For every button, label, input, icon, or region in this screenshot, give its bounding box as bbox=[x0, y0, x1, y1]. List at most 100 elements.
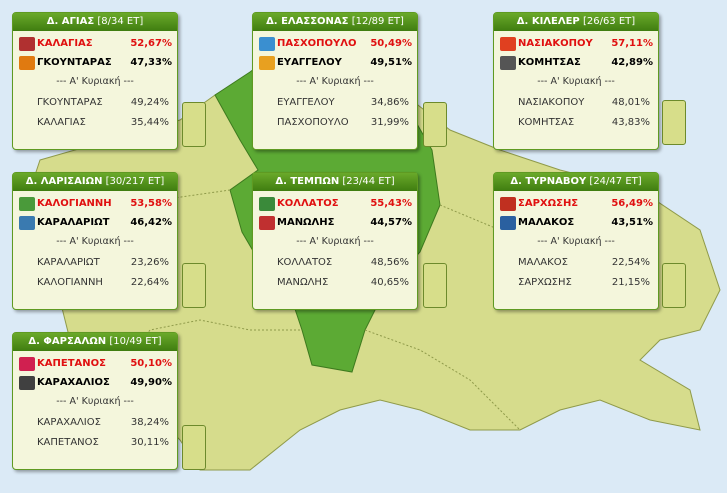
candidate-name: ΚΑΡΑΧΑΛΙΟΣ bbox=[37, 377, 110, 388]
candidate-logo bbox=[259, 197, 275, 211]
box-header: Δ. ΕΛΑΣΣΟΝΑΣ [12/89 ET] bbox=[253, 13, 417, 31]
first-round-row: ΠΑΣΧΟΠΟΥΛΟ 31,99% bbox=[253, 115, 417, 131]
candidate-logo bbox=[500, 56, 516, 70]
candidate-name: ΚΑΡΑΧΑΛΙΟΣ bbox=[37, 417, 101, 428]
candidate-row: ΕΥΑΓΓΕΛΟΥ 49,51% bbox=[253, 55, 417, 71]
station-count: [12/89 ET] bbox=[351, 16, 404, 27]
candidate-name: ΚΟΜΗΤΣΑΣ bbox=[518, 57, 581, 68]
municipality-title: Δ. ΤΕΜΠΩΝ bbox=[275, 176, 340, 187]
candidate-name: ΠΑΣΧΟΠΟΥΛΟ bbox=[277, 117, 349, 128]
candidate-row: ΚΟΜΗΤΣΑΣ 42,89% bbox=[494, 55, 658, 71]
station-count: [10/49 ET] bbox=[109, 336, 162, 347]
side-tab bbox=[182, 102, 206, 147]
round-label: --- Α' Κυριακή --- bbox=[56, 396, 134, 407]
candidate-name: ΜΑΝΩΛΗΣ bbox=[277, 277, 329, 288]
candidate-name: ΚΑΡΑΛΑΡΙΩΤ bbox=[37, 217, 110, 228]
first-round-row: ΜΑΝΩΛΗΣ 40,65% bbox=[253, 275, 417, 291]
station-count: [26/63 ET] bbox=[582, 16, 636, 27]
candidate-name: ΕΥΑΓΓΕΛΟΥ bbox=[277, 97, 335, 108]
candidate-percent: 31,99% bbox=[370, 117, 409, 128]
candidate-name: ΚΑΛΑΓΙΑΣ bbox=[37, 38, 93, 49]
candidate-percent: 55,43% bbox=[370, 198, 412, 209]
candidate-name: ΚΑΛΟΓΙΑΝΝΗ bbox=[37, 277, 103, 288]
station-count: [23/44 ET] bbox=[342, 176, 395, 187]
result-box: Δ. ΕΛΑΣΣΟΝΑΣ [12/89 ET] ΠΑΣΧΟΠΟΥΛΟ 50,49% Ε… bbox=[252, 12, 418, 150]
candidate-name: ΚΟΛΛΑΤΟΣ bbox=[277, 198, 339, 209]
candidate-logo bbox=[500, 37, 516, 51]
result-box: Δ. ΚΙΛΕΛΕΡ [26/63 ET] ΝΑΣΙΑΚΟΠΟΥ 57,11% ΚΟΜ… bbox=[493, 12, 659, 150]
candidate-name: ΕΥΑΓΓΕΛΟΥ bbox=[277, 57, 342, 68]
candidate-percent: 43,51% bbox=[611, 217, 653, 228]
round-label: --- Α' Κυριακή --- bbox=[296, 76, 374, 87]
candidate-name: ΝΑΣΙΑΚΟΠΟΥ bbox=[518, 38, 593, 49]
first-round-row: ΚΟΜΗΤΣΑΣ 43,83% bbox=[494, 115, 658, 131]
municipality-title: Δ. ΤΥΡΝΑΒΟΥ bbox=[510, 176, 587, 187]
first-round-row: ΓΚΟΥΝΤΑΡΑΣ 49,24% bbox=[13, 95, 177, 111]
candidate-percent: 56,49% bbox=[611, 198, 653, 209]
result-box: Δ. ΤΥΡΝΑΒΟΥ [24/47 ET] ΣΑΡΧΩΣΗΣ 56,49% ΜΑΛΑ… bbox=[493, 172, 659, 310]
side-tab bbox=[662, 263, 686, 308]
first-round-row: ΚΑΛΟΓΙΑΝΝΗ 22,64% bbox=[13, 275, 177, 291]
box-header: Δ. ΤΥΡΝΑΒΟΥ [24/47 ET] bbox=[494, 173, 658, 191]
box-header: Δ. ΛΑΡΙΣΑΙΩΝ [30/217 ET] bbox=[13, 173, 177, 191]
candidate-row: ΚΑΛΑΓΙΑΣ 52,67% bbox=[13, 36, 177, 52]
municipality-title: Δ. ΛΑΡΙΣΑΙΩΝ bbox=[25, 176, 103, 187]
side-tab bbox=[182, 425, 206, 470]
candidate-name: ΚΑΛΟΓΙΑΝΝΗ bbox=[37, 198, 112, 209]
round-label: --- Α' Κυριακή --- bbox=[537, 76, 615, 87]
candidate-name: ΜΑΝΩΛΗΣ bbox=[277, 217, 335, 228]
first-round-row: ΚΑΛΑΓΙΑΣ 35,44% bbox=[13, 115, 177, 131]
first-round-row: ΚΑΠΕΤΑΝΟΣ 30,11% bbox=[13, 435, 177, 451]
candidate-row: ΚΑΡΑΛΑΡΙΩΤ 46,42% bbox=[13, 215, 177, 231]
side-tab bbox=[662, 100, 686, 145]
candidate-percent: 50,10% bbox=[130, 358, 172, 369]
candidate-logo bbox=[19, 56, 35, 70]
candidate-percent: 49,90% bbox=[130, 377, 172, 388]
candidate-percent: 57,11% bbox=[611, 38, 653, 49]
candidate-name: ΓΚΟΥΝΤΑΡΑΣ bbox=[37, 57, 112, 68]
station-count: [24/47 ET] bbox=[589, 176, 642, 187]
candidate-percent: 34,86% bbox=[370, 97, 409, 108]
municipality-title: Δ. ΕΛΑΣΣΟΝΑΣ bbox=[266, 16, 349, 27]
first-round-row: ΚΑΡΑΧΑΛΙΟΣ 38,24% bbox=[13, 415, 177, 431]
first-round-row: ΜΑΛΑΚΟΣ 22,54% bbox=[494, 255, 658, 271]
candidate-name: ΓΚΟΥΝΤΑΡΑΣ bbox=[37, 97, 103, 108]
municipality-title: Δ. ΑΓΙΑΣ bbox=[46, 16, 95, 27]
candidate-logo bbox=[259, 37, 275, 51]
side-tab bbox=[423, 102, 447, 147]
first-round-row: ΕΥΑΓΓΕΛΟΥ 34,86% bbox=[253, 95, 417, 111]
candidate-logo bbox=[19, 37, 35, 51]
round-label: --- Α' Κυριακή --- bbox=[56, 236, 134, 247]
candidate-percent: 44,57% bbox=[370, 217, 412, 228]
round-label: --- Α' Κυριακή --- bbox=[296, 236, 374, 247]
candidate-percent: 22,54% bbox=[611, 257, 650, 268]
candidate-percent: 40,65% bbox=[370, 277, 409, 288]
candidate-percent: 42,89% bbox=[611, 57, 653, 68]
first-round-row: ΣΑΡΧΩΣΗΣ 21,15% bbox=[494, 275, 658, 291]
round-label: --- Α' Κυριακή --- bbox=[537, 236, 615, 247]
candidate-row: ΚΟΛΛΑΤΟΣ 55,43% bbox=[253, 196, 417, 212]
candidate-logo bbox=[500, 216, 516, 230]
candidate-name: ΣΑΡΧΩΣΗΣ bbox=[518, 198, 579, 209]
candidate-row: ΚΑΡΑΧΑΛΙΟΣ 49,90% bbox=[13, 375, 177, 391]
candidate-percent: 21,15% bbox=[611, 277, 650, 288]
candidate-percent: 30,11% bbox=[130, 437, 169, 448]
box-header: Δ. ΤΕΜΠΩΝ [23/44 ET] bbox=[253, 173, 417, 191]
candidate-percent: 22,64% bbox=[130, 277, 169, 288]
result-box: Δ. ΑΓΙΑΣ [8/34 ET] ΚΑΛΑΓΙΑΣ 52,67% ΓΚΟΥΝΤΑΡ… bbox=[12, 12, 178, 150]
box-header: Δ. ΑΓΙΑΣ [8/34 ET] bbox=[13, 13, 177, 31]
candidate-percent: 48,56% bbox=[370, 257, 409, 268]
candidate-name: ΚΑΡΑΛΑΡΙΩΤ bbox=[37, 257, 100, 268]
municipality-title: Δ. ΦΑΡΣΑΛΩΝ bbox=[28, 336, 107, 347]
candidate-name: ΚΑΠΕΤΑΝΟΣ bbox=[37, 358, 106, 369]
candidate-percent: 47,33% bbox=[130, 57, 172, 68]
round-label: --- Α' Κυριακή --- bbox=[56, 76, 134, 87]
candidate-percent: 46,42% bbox=[130, 217, 172, 228]
candidate-name: ΜΑΛΑΚΟΣ bbox=[518, 217, 575, 228]
candidate-name: ΝΑΣΙΑΚΟΠΟΥ bbox=[518, 97, 585, 108]
candidate-row: ΚΑΠΕΤΑΝΟΣ 50,10% bbox=[13, 356, 177, 372]
candidate-percent: 53,58% bbox=[130, 198, 172, 209]
candidate-logo bbox=[19, 376, 35, 390]
candidate-logo bbox=[259, 216, 275, 230]
